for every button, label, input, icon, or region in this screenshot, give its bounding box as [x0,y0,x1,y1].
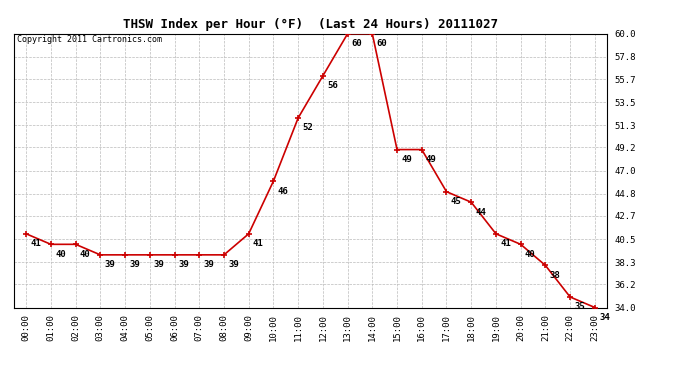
Text: 40: 40 [55,250,66,259]
Text: Copyright 2011 Cartronics.com: Copyright 2011 Cartronics.com [17,35,161,44]
Text: 49: 49 [426,155,437,164]
Text: 45: 45 [451,197,462,206]
Text: 39: 39 [179,260,190,269]
Text: 56: 56 [327,81,338,90]
Text: 46: 46 [277,187,288,196]
Text: 39: 39 [204,260,214,269]
Text: 40: 40 [80,250,90,259]
Text: 52: 52 [302,123,313,132]
Text: 60: 60 [377,39,387,48]
Text: 40: 40 [525,250,535,259]
Text: 41: 41 [253,239,264,248]
Text: 41: 41 [500,239,511,248]
Text: 60: 60 [352,39,362,48]
Text: 39: 39 [104,260,115,269]
Text: 49: 49 [401,155,412,164]
Title: THSW Index per Hour (°F)  (Last 24 Hours) 20111027: THSW Index per Hour (°F) (Last 24 Hours)… [123,18,498,31]
Text: 35: 35 [574,303,585,312]
Text: 39: 39 [228,260,239,269]
Text: 44: 44 [475,208,486,217]
Text: 38: 38 [549,271,560,280]
Text: 41: 41 [30,239,41,248]
Text: 39: 39 [129,260,140,269]
Text: 39: 39 [154,260,165,269]
Text: 34: 34 [599,313,610,322]
